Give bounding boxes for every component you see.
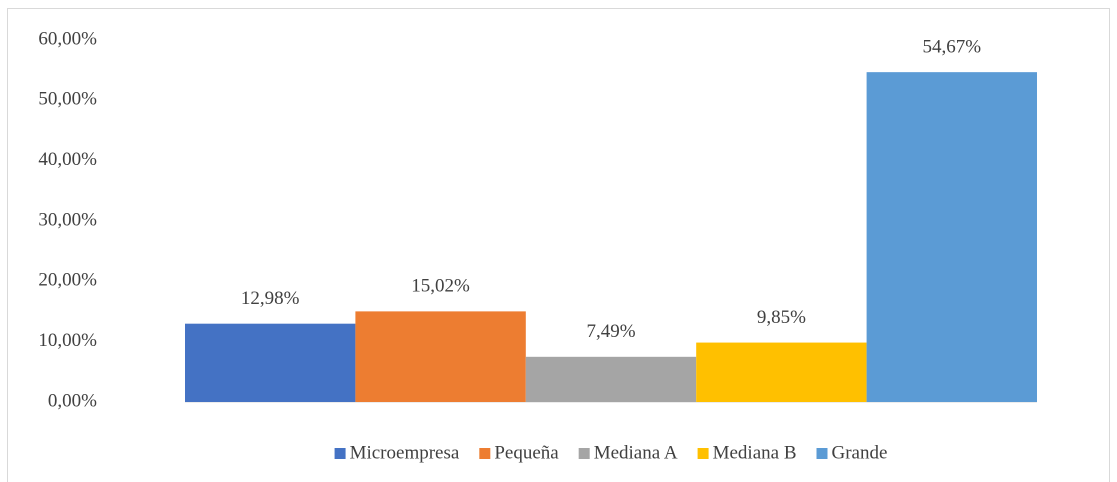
legend-label: Microempresa — [350, 442, 460, 463]
legend-swatch — [578, 448, 590, 459]
data-label: 9,85% — [757, 307, 806, 328]
y-tick-label: 40,00% — [38, 149, 97, 170]
legend-label: Mediana A — [594, 442, 678, 463]
data-label: 12,98% — [241, 288, 300, 309]
bar — [525, 356, 697, 402]
bar — [696, 342, 867, 402]
y-tick-label: 0,00% — [48, 390, 97, 411]
data-label: 15,02% — [411, 276, 470, 297]
legend-label: Mediana B — [713, 442, 797, 463]
y-tick-label: 50,00% — [38, 89, 97, 110]
legend-swatch — [697, 448, 709, 459]
y-tick-label: 30,00% — [38, 209, 97, 230]
chart-frame — [7, 8, 1110, 482]
legend-label: Pequeña — [494, 442, 559, 463]
legend-swatch — [334, 448, 346, 459]
bar — [355, 311, 526, 402]
data-label: 54,67% — [923, 37, 982, 58]
y-tick-label: 10,00% — [38, 330, 97, 351]
legend-swatch — [479, 448, 491, 459]
data-label: 7,49% — [586, 321, 635, 342]
bar — [185, 323, 356, 402]
bar — [866, 72, 1037, 403]
y-tick-label: 20,00% — [38, 270, 97, 291]
y-tick-label: 60,00% — [38, 28, 97, 49]
legend-swatch — [816, 448, 828, 459]
legend-label: Grande — [832, 442, 888, 463]
